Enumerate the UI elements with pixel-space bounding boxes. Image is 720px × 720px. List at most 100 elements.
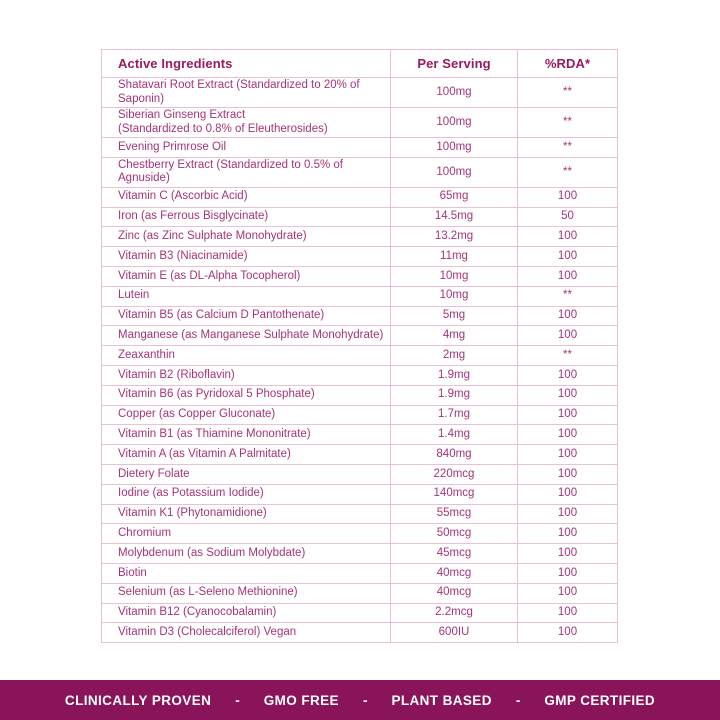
cell-rda: ** xyxy=(517,156,618,188)
cell-per-serving: 45mcg xyxy=(390,543,518,564)
table-row: Iodine (as Potassium Iodide) 140mcg 100 xyxy=(101,483,618,505)
cell-rda: 100 xyxy=(517,602,618,624)
table-row: Vitamin D3 (Cholecalciferol) Vegan 600IU 1… xyxy=(101,622,618,644)
table-row: Vitamin C (Ascorbic Acid) 65mg 100 xyxy=(101,186,618,208)
cell-per-serving: 1.7mg xyxy=(390,404,518,426)
table-row: Siberian Ginseng Extract (Standardized t… xyxy=(101,107,618,138)
cell-rda: 100 xyxy=(517,364,618,386)
cell-ingredient: Molybdenum (as Sodium Molybdate) xyxy=(101,543,391,564)
cell-per-serving: 220mcg xyxy=(390,463,518,485)
cell-per-serving: 13.2mg xyxy=(390,226,518,248)
cell-ingredient: Biotin xyxy=(101,562,391,584)
cell-ingredient: Iron (as Ferrous Bisglycinate) xyxy=(101,206,391,228)
cell-rda: 100 xyxy=(517,444,618,465)
cell-ingredient: Vitamin K1 (Phytonamidione) xyxy=(101,503,391,525)
cell-rda: 100 xyxy=(517,384,618,406)
cell-per-serving: 4mg xyxy=(390,325,518,347)
footer-claim-gmo-free: GMO FREE xyxy=(263,692,339,708)
table-row: Vitamin B5 (as Calcium D Pantothenate) 5m… xyxy=(101,305,618,327)
footer-claim-plant-based: PLANT BASED xyxy=(391,692,492,708)
cell-rda: 100 xyxy=(517,246,618,267)
table-row: Vitamin B2 (Riboflavin) 1.9mg 100 xyxy=(101,364,618,386)
cell-ingredient: Vitamin B6 (as Pyridoxal 5 Phosphate) xyxy=(101,384,391,406)
active-ingredients-table: Active Ingredients Per Serving %RDA* Sha… xyxy=(101,49,618,644)
cell-per-serving: 11mg xyxy=(390,246,518,267)
cell-per-serving: 100mg xyxy=(390,77,518,108)
cell-ingredient: Vitamin B12 (Cyanocobalamin) xyxy=(101,602,391,624)
cell-rda: 100 xyxy=(517,424,618,446)
cell-rda: 100 xyxy=(517,523,618,545)
cell-ingredient: Vitamin D3 (Cholecalciferol) Vegan xyxy=(101,622,391,644)
cell-rda: ** xyxy=(517,345,618,366)
cell-rda: 100 xyxy=(517,325,618,347)
table-row: Vitamin B3 (Niacinamide) 11mg 100 xyxy=(101,246,618,267)
cell-per-serving: 1.4mg xyxy=(390,424,518,446)
cell-ingredient: Dietery Folate xyxy=(101,463,391,485)
cell-ingredient: Iodine (as Potassium Iodide) xyxy=(101,483,391,505)
cell-per-serving: 1.9mg xyxy=(390,364,518,386)
cell-rda: ** xyxy=(517,77,618,108)
cell-ingredient: Vitamin E (as DL-Alpha Tocopherol) xyxy=(101,265,391,287)
table-row: Chestberry Extract (Standardized to 0.5%… xyxy=(101,156,618,188)
table-row: Lutein 10mg ** xyxy=(101,285,618,307)
table-row: Zeaxanthin 2mg ** xyxy=(101,345,618,366)
table-row: Zinc (as Zinc Sulphate Monohydrate) 13.2m… xyxy=(101,226,618,248)
cell-per-serving: 50mcg xyxy=(390,523,518,545)
table-row: Selenium (as L-Seleno Methionine) 40mcg 10… xyxy=(101,582,618,604)
cell-per-serving: 840mg xyxy=(390,444,518,465)
cell-per-serving: 55mcg xyxy=(390,503,518,525)
footer-claim-gmp-certified: GMP CERTIFIED xyxy=(544,692,656,708)
cell-ingredient: Siberian Ginseng Extract (Standardized t… xyxy=(101,107,391,138)
cell-rda: ** xyxy=(517,107,618,138)
table-row: Biotin 40mcg 100 xyxy=(101,562,618,584)
cell-ingredient: Chestberry Extract (Standardized to 0.5%… xyxy=(101,156,391,188)
cell-ingredient: Vitamin A (as Vitamin A Palmitate) xyxy=(101,444,391,465)
table-row: Vitamin K1 (Phytonamidione) 55mcg 100 xyxy=(101,503,618,525)
cell-per-serving: 1.9mg xyxy=(390,384,518,406)
table-row: Manganese (as Manganese Sulphate Monohyd… xyxy=(101,325,618,347)
cell-ingredient: Shatavari Root Extract (Standardized to … xyxy=(101,77,391,108)
table-row: Vitamin B12 (Cyanocobalamin) 2.2mcg 100 xyxy=(101,602,618,624)
footer-separator: - xyxy=(362,692,368,708)
cell-ingredient: Vitamin B3 (Niacinamide) xyxy=(101,246,391,267)
cell-rda: ** xyxy=(517,137,618,158)
cell-ingredient: Vitamin C (Ascorbic Acid) xyxy=(101,186,391,208)
cell-per-serving: 5mg xyxy=(390,305,518,327)
cell-rda: 100 xyxy=(517,562,618,584)
table-row: Evening Primrose Oil 100mg ** xyxy=(101,137,618,158)
footer-separator: - xyxy=(515,692,521,708)
cell-rda: 100 xyxy=(517,226,618,248)
footer-separator: - xyxy=(235,692,240,708)
cell-rda: 100 xyxy=(517,543,618,564)
cell-ingredient: Zinc (as Zinc Sulphate Monohydrate) xyxy=(101,226,391,248)
cell-per-serving: 100mg xyxy=(390,137,518,158)
claims-footer-bar: CLINICALLY PROVEN - GMO FREE - PLANT BASED - G… xyxy=(0,680,720,720)
cell-rda: 100 xyxy=(517,582,618,604)
cell-rda: 100 xyxy=(517,186,618,208)
cell-rda: 100 xyxy=(517,305,618,327)
cell-per-serving: 2mg xyxy=(390,345,518,366)
cell-ingredient: Copper (as Copper Gluconate) xyxy=(101,404,391,426)
cell-rda: 100 xyxy=(517,503,618,525)
cell-per-serving: 600IU xyxy=(390,622,518,644)
cell-rda: ** xyxy=(517,285,618,307)
cell-ingredient: Zeaxanthin xyxy=(101,345,391,366)
cell-ingredient: Vitamin B1 (as Thiamine Mononitrate) xyxy=(101,424,391,446)
cell-per-serving: 100mg xyxy=(390,156,518,188)
table-row: Shatavari Root Extract (Standardized to … xyxy=(101,77,618,108)
cell-rda: 100 xyxy=(517,463,618,485)
cell-rda: 100 xyxy=(517,265,618,287)
cell-ingredient: Vitamin B2 (Riboflavin) xyxy=(101,364,391,386)
cell-rda: 100 xyxy=(517,622,618,644)
table-row: Molybdenum (as Sodium Molybdate) 45mcg 100 xyxy=(101,543,618,564)
table-row: Vitamin B1 (as Thiamine Mononitrate) 1.4m… xyxy=(101,424,618,446)
cell-per-serving: 10mg xyxy=(390,285,518,307)
cell-per-serving: 40mcg xyxy=(390,582,518,604)
table-row: Chromium 50mcg 100 xyxy=(101,523,618,545)
table-body: Shatavari Root Extract (Standardized to … xyxy=(101,77,618,644)
table-row: Vitamin B6 (as Pyridoxal 5 Phosphate) 1.9… xyxy=(101,384,618,406)
header-per-serving: Per Serving xyxy=(390,49,518,78)
cell-per-serving: 2.2mcg xyxy=(390,602,518,624)
cell-rda: 50 xyxy=(517,206,618,228)
